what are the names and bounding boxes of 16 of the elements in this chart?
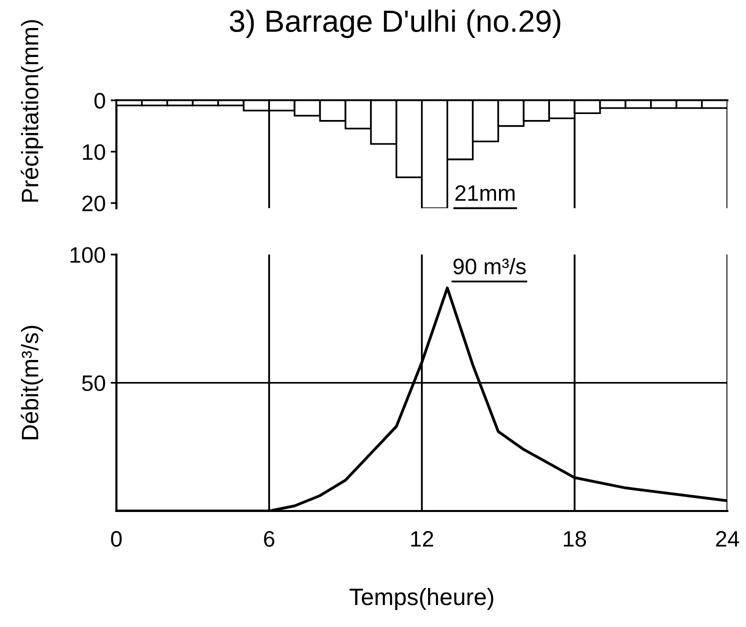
x-tick-label: 18 bbox=[564, 531, 586, 547]
y-tick-label: 100 bbox=[70, 247, 106, 263]
y-axis-title: Précipitation(mm) bbox=[20, 20, 44, 202]
y-tick-label: 0 bbox=[94, 92, 106, 109]
x-axis-title: Temps(heure) bbox=[350, 588, 494, 610]
x-tick-label: 24 bbox=[716, 531, 740, 547]
y-axis-title: Débit(m³/s) bbox=[20, 326, 44, 440]
y-tick-label: 10 bbox=[82, 144, 106, 160]
x-tick-label: 0 bbox=[111, 531, 122, 547]
annotation: 90 m³/s bbox=[453, 258, 526, 274]
x-tick-label: 12 bbox=[411, 531, 434, 547]
y-tick-label: 50 bbox=[82, 375, 106, 392]
annotation: 21mm bbox=[455, 185, 515, 201]
chart-title: 3) Barrage D'ulhi (no.29) bbox=[230, 10, 560, 38]
x-tick-label: 6 bbox=[264, 531, 274, 547]
y-tick-label: 20 bbox=[82, 196, 106, 212]
